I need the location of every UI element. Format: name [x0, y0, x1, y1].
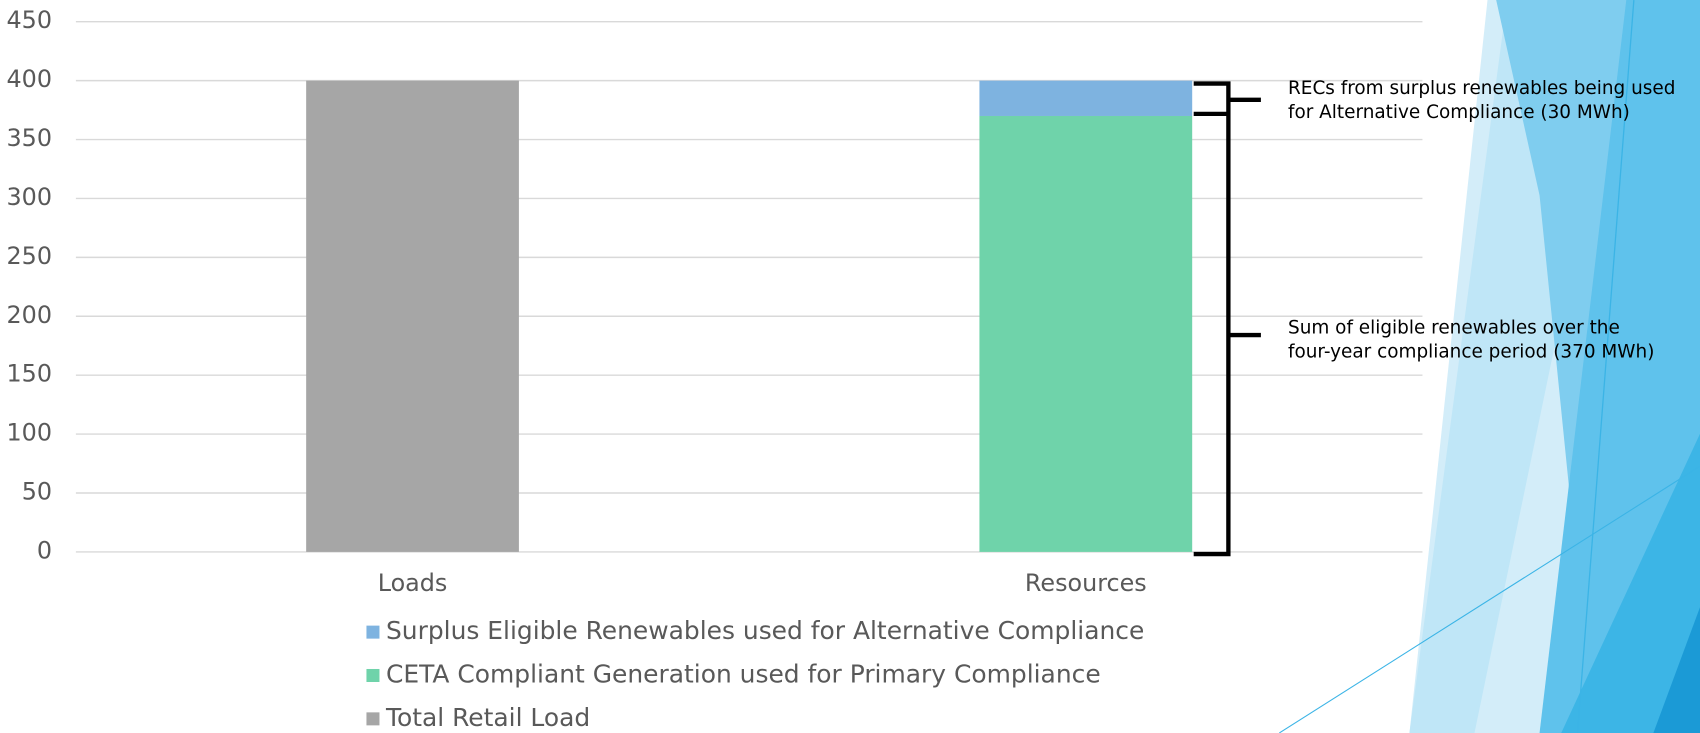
decor-shape	[1561, 433, 1700, 733]
bracket	[1193, 81, 1231, 557]
y-tick-label: 0	[37, 536, 52, 564]
brackets	[1193, 81, 1261, 557]
decor-line	[1576, 0, 1635, 733]
background-decoration	[1279, 0, 1700, 733]
annotation: RECs from surplus renewables being used	[1288, 78, 1675, 99]
legend-label: Surplus Eligible Renewables used for Alt…	[386, 616, 1144, 645]
plot-area: 0 50 100 150 200 250 300 350 400 450 Loads Resource…	[7, 6, 1423, 597]
y-tick-label: 50	[22, 477, 52, 505]
y-tick-label: 150	[7, 360, 53, 388]
y-tick-label: 250	[7, 242, 53, 270]
decor-line	[1279, 465, 1700, 733]
x-tick-label: Loads	[378, 569, 448, 597]
bar-segment	[306, 80, 519, 552]
bar-segment	[979, 80, 1193, 116]
annotation: for Alternative Compliance (30 MWh)	[1288, 102, 1630, 123]
y-tick-label: 100	[7, 419, 53, 447]
x-tick-label: Resources	[1025, 569, 1147, 597]
legend-swatch	[366, 668, 380, 682]
y-tick-label: 300	[7, 183, 53, 211]
annotation: four-year compliance period (370 MWh)	[1288, 341, 1654, 362]
y-tick-label: 350	[7, 124, 53, 152]
bar-segment	[979, 115, 1193, 552]
legend-label: CETA Compliant Generation used for Prima…	[386, 659, 1101, 688]
legend-label: Total Retail Load	[385, 703, 590, 732]
y-tick-label: 450	[7, 6, 53, 34]
legend-swatch	[366, 712, 380, 726]
y-tick-label: 400	[7, 65, 53, 93]
annotation: Sum of eligible renewables over the	[1288, 318, 1620, 339]
decor-shape	[1653, 607, 1700, 733]
legend-swatch	[366, 625, 380, 639]
y-tick-label: 200	[7, 301, 53, 329]
